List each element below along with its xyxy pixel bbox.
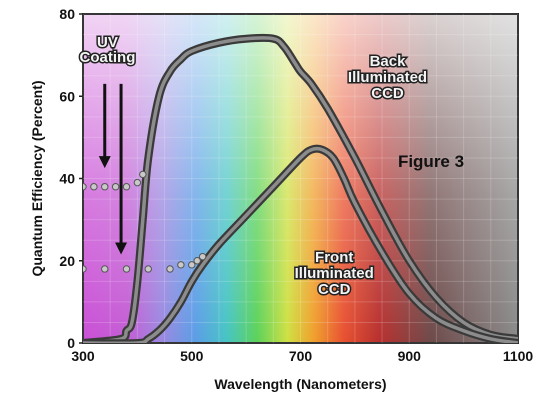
uv-coating-front-illuminated-point: [194, 258, 200, 264]
uv-coating-back-illuminated-point: [140, 171, 146, 177]
x-tick-label: 1100: [503, 348, 534, 364]
y-tick-label: 60: [59, 88, 75, 104]
uv-coating-front-illuminated-point: [178, 262, 184, 268]
uv-coating-front-illuminated-point: [189, 262, 195, 268]
x-tick-label: 500: [180, 348, 204, 364]
y-tick-label: 40: [59, 171, 75, 187]
x-axis-label: Wavelength (Nanometers): [214, 376, 386, 392]
uv-coating-front-illuminated-point: [80, 266, 86, 272]
uv-coating-back-illuminated-point: [134, 179, 140, 185]
uv-coating-front-illuminated-point: [145, 266, 151, 272]
uv-coating-front-illuminated-point: [199, 253, 205, 259]
uv-coating-back-illuminated-point: [80, 184, 86, 190]
figure-label: Figure 3: [398, 152, 464, 171]
y-tick-label: 20: [59, 253, 75, 269]
uv-coating-front-illuminated-point: [102, 266, 108, 272]
y-axis-label: Quantum Efficiency (Percent): [29, 80, 45, 276]
x-tick-label: 900: [398, 348, 422, 364]
uv-coating-back-illuminated-point: [102, 184, 108, 190]
uv-coating-front-illuminated-point: [123, 266, 129, 272]
x-tick-label: 700: [289, 348, 313, 364]
y-tick-label: 0: [67, 335, 75, 351]
uv-coating-back-illuminated-point: [123, 184, 129, 190]
y-tick-label: 80: [59, 6, 75, 22]
uv-coating-back-illuminated-point: [91, 184, 97, 190]
uv-coating-front-illuminated-point: [167, 266, 173, 272]
uv-coating-back-illuminated-point: [112, 184, 118, 190]
